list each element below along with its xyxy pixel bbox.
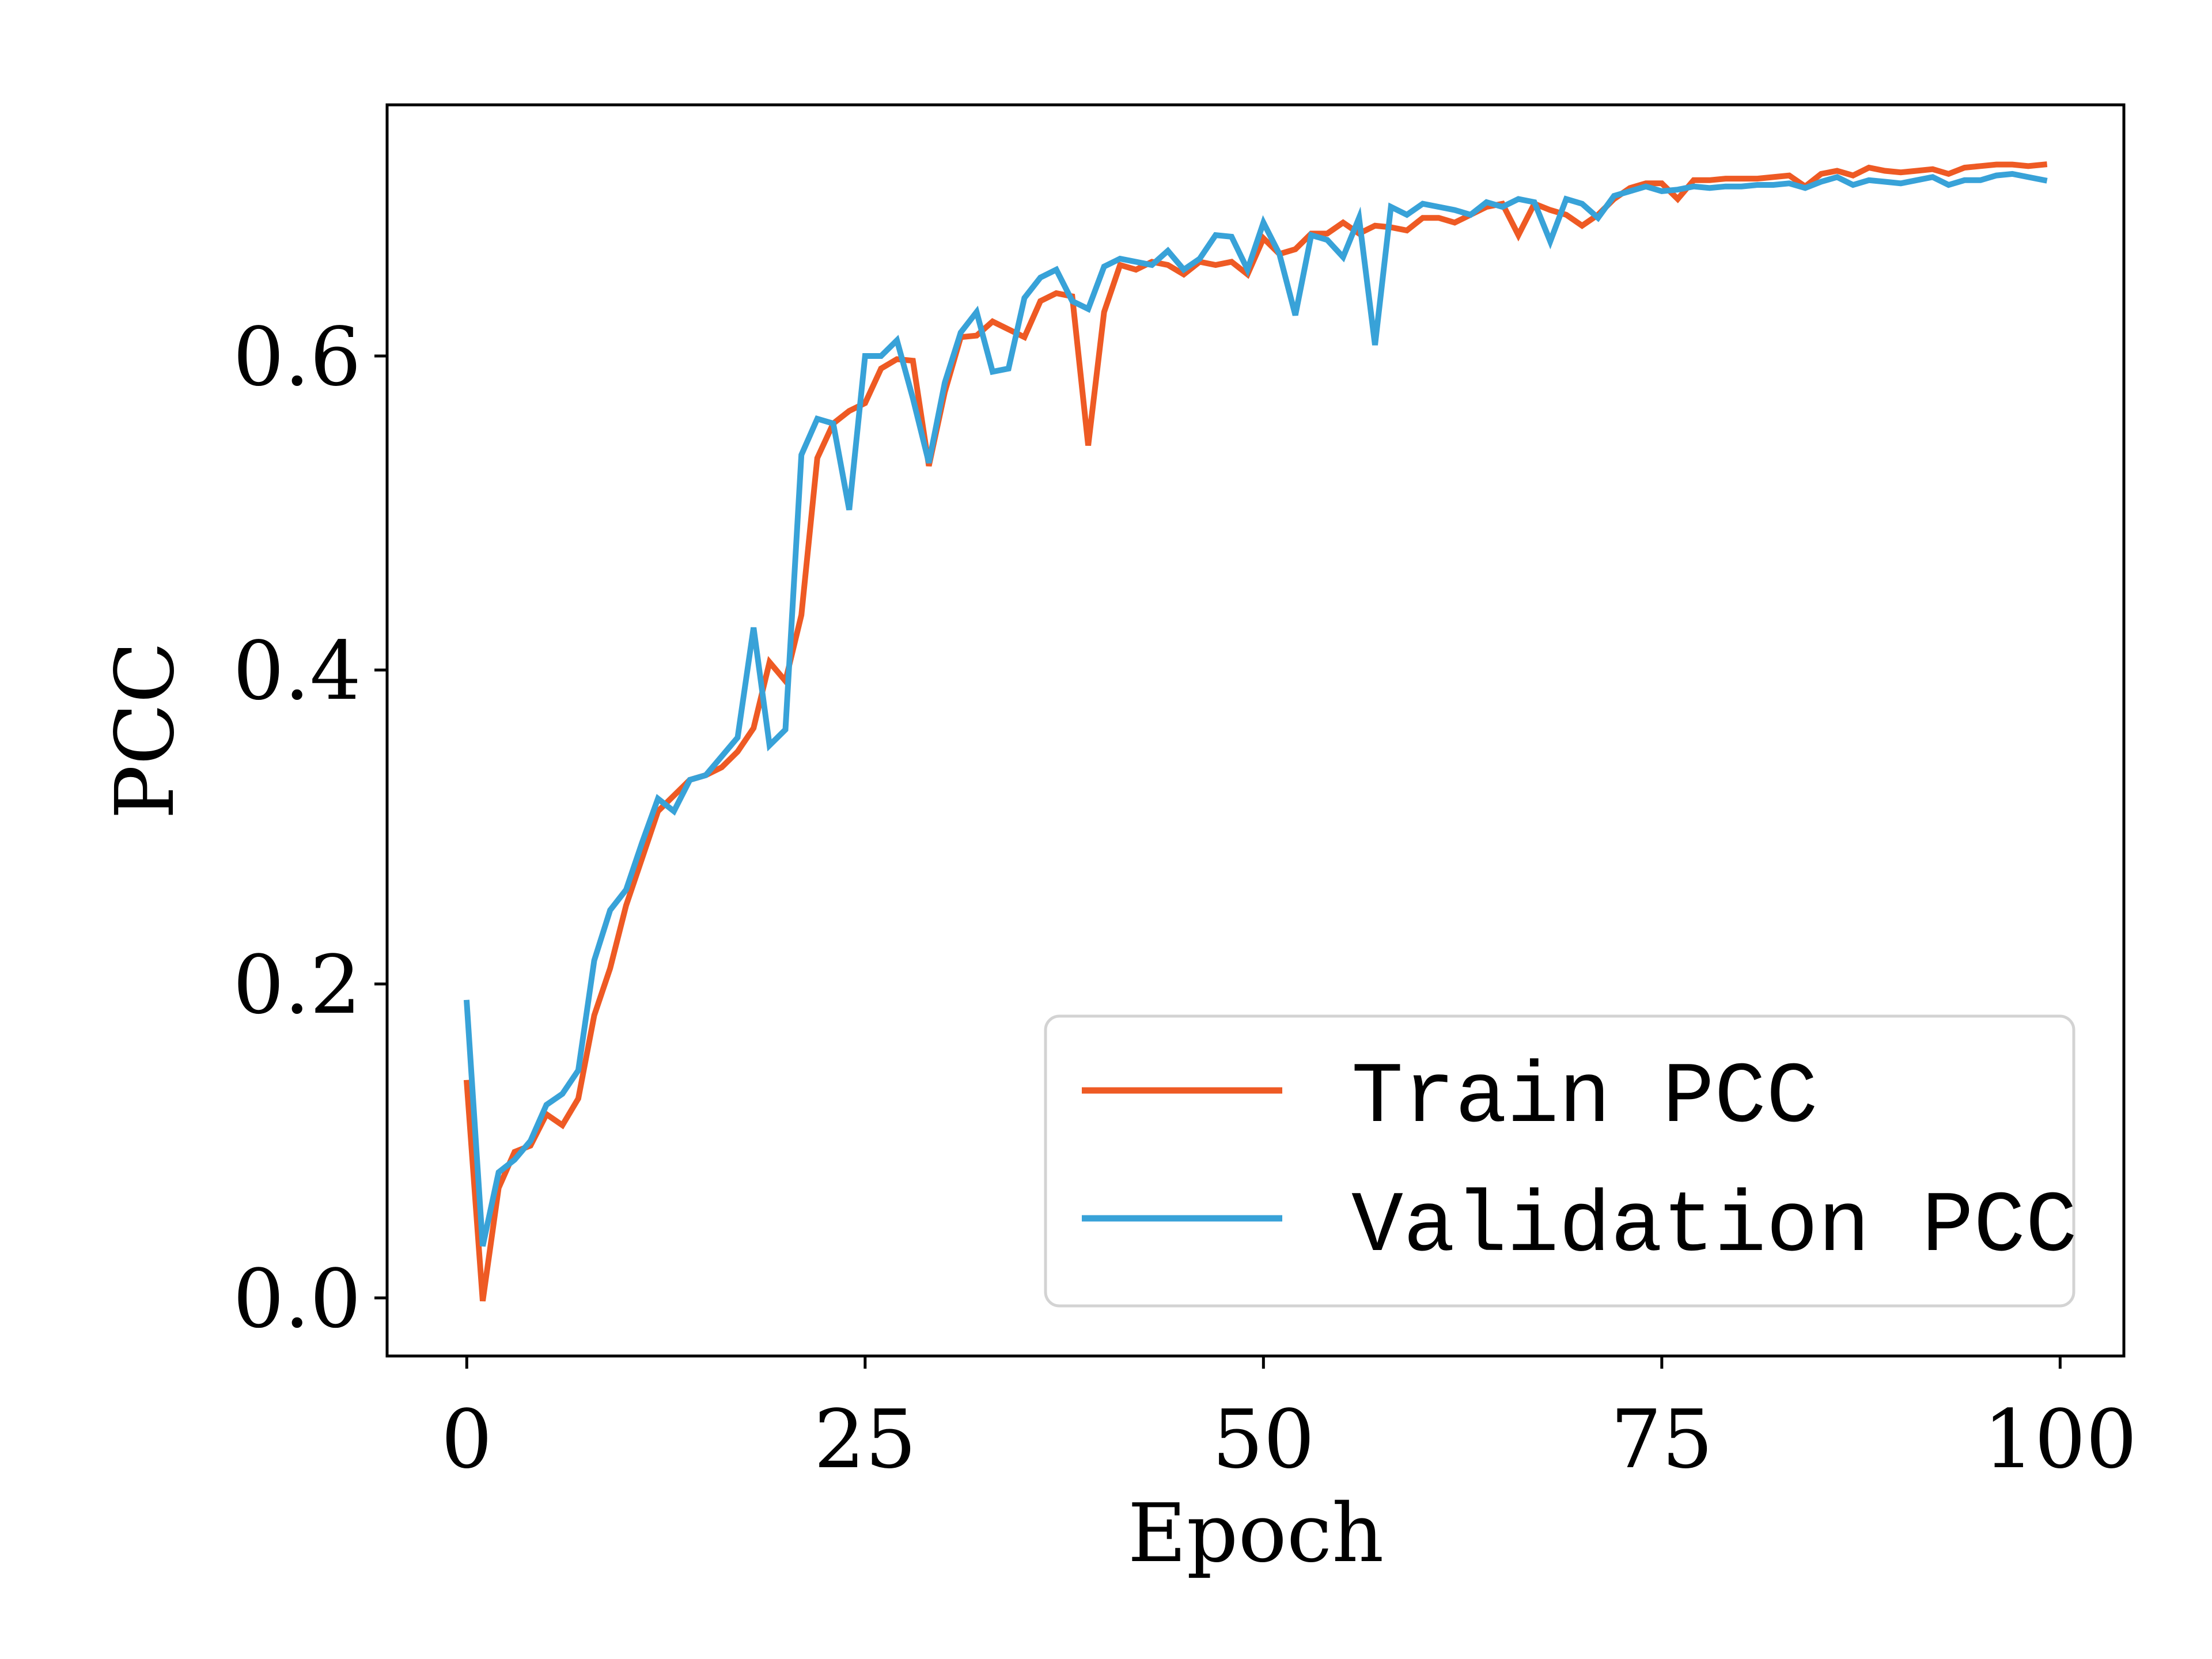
legend-label-train: Train PCC: [1351, 1050, 1818, 1147]
series-lines: [463, 161, 2048, 1302]
x-tick-label: 50: [1212, 1393, 1315, 1487]
y-tick-label: 0.2: [233, 938, 361, 1032]
plot-area-frame: [385, 103, 2126, 1358]
y-tick-label: 0.6: [233, 310, 361, 404]
y-tick-label: 0.4: [233, 624, 361, 718]
x-tick-label: 75: [1611, 1393, 1713, 1487]
x-axis-title: Epoch: [1128, 1487, 1384, 1581]
legend-box: [1044, 1014, 2075, 1308]
train-pcc-line: [463, 161, 2048, 1302]
x-tick-label: 25: [814, 1393, 916, 1487]
y-axis-title: PCC: [99, 642, 192, 819]
x-ticks: 0 25 50 75 100: [441, 1356, 2137, 1487]
validation-pcc-line: [463, 171, 2048, 1247]
x-tick-label: 100: [1983, 1393, 2137, 1487]
legend: Train PCC Validation PCC: [1044, 1014, 2077, 1308]
x-tick-label: 0: [441, 1393, 493, 1487]
legend-label-validation: Validation PCC: [1351, 1179, 2077, 1277]
y-tick-label: 0.0: [233, 1252, 361, 1346]
y-ticks: 0.0 0.2 0.4 0.6: [233, 310, 387, 1346]
